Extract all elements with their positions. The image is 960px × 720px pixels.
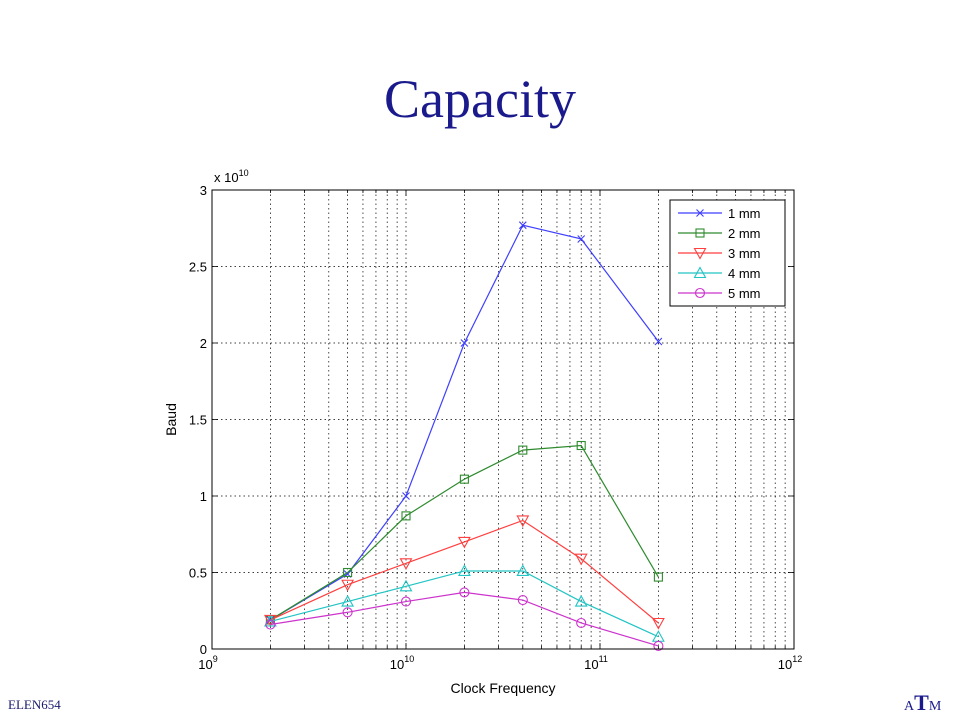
- series-1-point: [577, 235, 586, 243]
- slide-title: Capacity: [384, 69, 576, 129]
- legend-label-3: 3 mm: [728, 246, 761, 261]
- x-tick-base: 10: [778, 657, 792, 672]
- logo-letter-m: M: [928, 699, 942, 714]
- series-2-point: [401, 511, 411, 521]
- series-3-point: [457, 536, 471, 549]
- x-tick-exponent: 9: [213, 654, 218, 664]
- series-1-point: [460, 339, 469, 347]
- logo-letter-t: T: [914, 690, 929, 715]
- series-5-point: [342, 607, 353, 618]
- series-line-3: [270, 519, 659, 624]
- series-3-point: [516, 515, 530, 528]
- y-tick-label: 1: [200, 489, 207, 504]
- series-5-point: [653, 640, 664, 651]
- x-tick-base: 10: [198, 657, 212, 672]
- legend-label-5: 5 mm: [728, 286, 761, 301]
- series-line-4: [270, 570, 659, 638]
- series-5-point: [576, 617, 587, 629]
- legend-marker-2: [695, 228, 705, 238]
- series-5-point: [400, 596, 412, 607]
- series-3-point: [574, 553, 588, 566]
- x-tick-label: 1010: [390, 654, 414, 672]
- series-3-point: [651, 617, 665, 630]
- legend-label-2: 2 mm: [728, 226, 761, 241]
- series-4-point: [457, 564, 471, 577]
- logo-letter-a: A: [904, 699, 915, 714]
- y-tick-label: 3: [200, 183, 207, 198]
- series-1-point: [402, 492, 410, 500]
- legend-label-4: 4 mm: [728, 266, 761, 281]
- x-tick-label: 1012: [778, 654, 802, 672]
- legend-marker-3: [693, 247, 707, 260]
- y-axis-label: Baud: [163, 403, 179, 436]
- series-5-point: [265, 619, 276, 630]
- y-tick-label: 2.5: [189, 260, 207, 275]
- legend-label-1: 1 mm: [728, 206, 761, 221]
- series-line-2: [270, 444, 659, 621]
- series-3-point: [341, 579, 355, 592]
- plot-frame: [211, 189, 795, 650]
- y-tick-label: 0.5: [189, 566, 207, 581]
- series-4-point: [574, 594, 588, 607]
- x-tick-exponent: 10: [404, 654, 414, 664]
- series-1-point: [518, 221, 527, 230]
- x-tick-label: 109: [198, 654, 217, 672]
- x-tick-base: 10: [584, 657, 598, 672]
- legend-marker-1: [696, 209, 704, 217]
- series-4-point: [341, 594, 355, 607]
- series-2-point: [576, 440, 586, 451]
- series-2-point: [343, 567, 353, 578]
- series-2-point: [459, 474, 469, 484]
- legend-marker-5: [694, 287, 706, 299]
- y-axis-multiplier: x 1010: [214, 168, 249, 185]
- y-tick-label: 1.5: [189, 413, 207, 428]
- legend-marker-4: [693, 266, 707, 279]
- footer-course-code: ELEN654: [8, 697, 61, 712]
- x-axis-label: Clock Frequency: [450, 680, 555, 696]
- series-5-point: [517, 594, 528, 606]
- y-multiplier-exponent: 10: [239, 168, 249, 178]
- series-3-point: [399, 558, 413, 570]
- y-multiplier-base: x 10: [214, 170, 239, 185]
- series-line-5: [270, 591, 659, 647]
- series-2-point: [518, 445, 528, 455]
- y-tick-label: 2: [200, 336, 207, 351]
- x-tick-label: 1011: [584, 654, 608, 672]
- atm-logo: ATM: [904, 690, 956, 716]
- y-tick-label: 0: [200, 642, 207, 657]
- series-4-point: [399, 579, 413, 592]
- series-5-point: [459, 587, 470, 598]
- x-tick-base: 10: [390, 657, 404, 672]
- series-4-point: [516, 564, 530, 577]
- x-tick-exponent: 12: [792, 654, 802, 664]
- series-2-point: [653, 572, 663, 582]
- series-1-point: [654, 337, 663, 346]
- x-tick-exponent: 11: [599, 654, 608, 664]
